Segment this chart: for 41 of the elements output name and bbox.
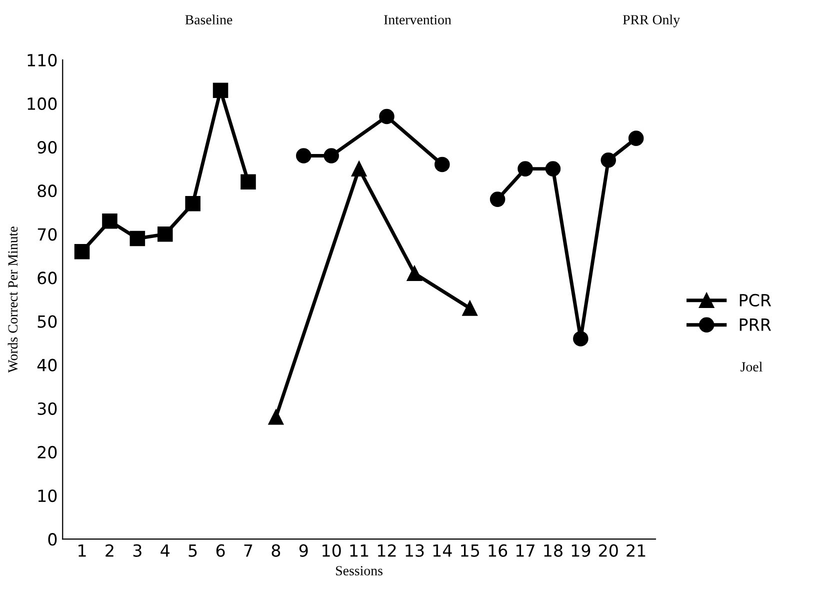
x-tick-label: 8 — [272, 544, 280, 557]
y-tick-label: 20 — [38, 446, 57, 459]
x-tick-label: 19 — [572, 544, 590, 557]
legend-label: PCR — [740, 294, 772, 306]
y-tick-label: 50 — [38, 315, 57, 328]
x-tick-label: 15 — [461, 544, 480, 557]
x-tick-label: 5 — [188, 544, 197, 557]
x-tick-label: 4 — [160, 544, 170, 557]
y-axis-title: Words Correct Per Minute — [8, 226, 18, 373]
x-tick-label: 12 — [378, 544, 396, 557]
y-tick-label: 40 — [37, 358, 57, 372]
x-tick-label: 6 — [216, 544, 225, 557]
legend-label: PRR — [740, 318, 771, 331]
x-tick-label: 10 — [322, 544, 341, 557]
y-tick-label: 80 — [38, 184, 57, 198]
x-tick-label: 21 — [626, 544, 646, 557]
x-tick-label: 9 — [299, 544, 308, 557]
x-tick-label: 2 — [106, 544, 114, 557]
y-tick-label: 100 — [28, 97, 57, 110]
text: PRR Only — [622, 14, 680, 28]
y-tick-label: 90 — [38, 140, 57, 154]
x-tick-label: 18 — [544, 544, 562, 557]
y-tick-label: 30 — [38, 402, 57, 415]
x-tick-label: 16 — [488, 544, 508, 557]
text: Intervention — [384, 15, 452, 24]
y-tick-label: 0 — [48, 533, 57, 546]
x-tick-label: 14 — [433, 544, 452, 557]
x-axis-title: Sessions — [336, 566, 382, 576]
x-tick-label: 11 — [350, 544, 368, 557]
y-tick-label: 60 — [38, 272, 57, 284]
x-tick-label: 1 — [78, 544, 86, 557]
y-tick-label: 10 — [38, 490, 57, 502]
y-tick-label: 110 — [28, 54, 57, 66]
y-tick-label: 70 — [38, 228, 57, 241]
x-tick-label: 3 — [133, 544, 142, 557]
x-tick-label: 20 — [598, 544, 618, 557]
x-tick-label: 13 — [406, 544, 424, 557]
x-tick-label: 17 — [516, 544, 534, 557]
text: Joel — [740, 362, 762, 372]
text: Baseline — [185, 14, 232, 24]
x-tick-label: 7 — [244, 544, 252, 557]
